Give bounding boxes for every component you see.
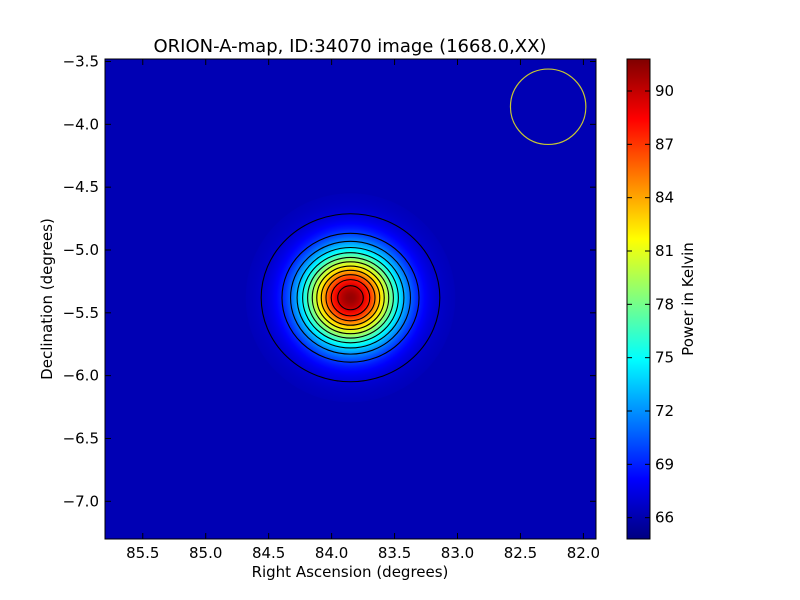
y-tick-label: −5.5 (63, 304, 99, 322)
y-tick-label: −3.5 (63, 53, 99, 71)
colorbar-tick-label: 75 (655, 349, 674, 367)
x-tick-label: 82.0 (567, 544, 600, 562)
colorbar-tick-label: 87 (655, 135, 674, 153)
contour-line (302, 252, 399, 344)
colorbar-tick-label: 84 (655, 189, 674, 207)
x-axis-label: Right Ascension (degrees) (252, 563, 449, 581)
colorbar-tick-label: 78 (655, 295, 674, 313)
x-tick-label: 83.0 (441, 544, 474, 562)
contour-line (289, 240, 412, 355)
x-tick-label: 85.5 (126, 544, 159, 562)
chart-title: ORION-A-map, ID:34070 image (1668.0,XX) (154, 36, 547, 57)
contour-line (307, 256, 394, 339)
x-tick-label: 84.0 (315, 544, 348, 562)
colorbar-tick-label: 66 (655, 509, 674, 527)
colorbar: 66 69 72 75 78 81 84 87 90 (626, 58, 674, 540)
colorbar-tick-label: 81 (655, 242, 674, 260)
x-tick-label: 83.5 (378, 544, 411, 562)
y-tick-label: −5.0 (63, 241, 99, 259)
y-axis: −3.5 −4.0 −4.5 −5.0 −5.5 −6.0 −6.5 −7.0 (63, 53, 596, 510)
contour-line (330, 279, 371, 317)
colorbar-scale (626, 58, 651, 540)
y-tick-label: −6.5 (63, 429, 99, 447)
colorbar-tick-label: 72 (655, 402, 674, 420)
y-tick-label: −4.0 (63, 115, 99, 133)
contour-line (296, 246, 405, 349)
contour-line (325, 274, 376, 322)
beam-marker (509, 68, 587, 146)
contour-line (316, 265, 385, 331)
x-tick-label: 82.5 (504, 544, 537, 562)
plot-area (105, 59, 596, 539)
contour-line (260, 213, 441, 383)
colorbar-ticks: 66 69 72 75 78 81 84 87 90 (627, 82, 674, 527)
contour-line (281, 232, 420, 363)
contour-line (311, 261, 390, 335)
x-axis: 85.5 85.0 84.5 84.0 83.5 83.0 82.5 82.0 (126, 59, 600, 562)
colorbar-tick-label: 69 (655, 455, 674, 473)
source-emission (245, 193, 456, 403)
plot-frame (104, 58, 597, 540)
contour-line (337, 285, 364, 311)
y-axis-label: Declination (degrees) (38, 218, 56, 380)
y-tick-label: −7.0 (63, 492, 99, 510)
contour-line (320, 269, 381, 326)
x-tick-label: 84.5 (252, 544, 285, 562)
colorbar-tick-label: 90 (655, 82, 674, 100)
y-tick-label: −6.0 (63, 367, 99, 385)
x-tick-label: 85.0 (189, 544, 222, 562)
y-tick-label: −4.5 (63, 178, 99, 196)
colorbar-label: Power in Kelvin (679, 242, 697, 356)
contour-lines (260, 213, 441, 383)
